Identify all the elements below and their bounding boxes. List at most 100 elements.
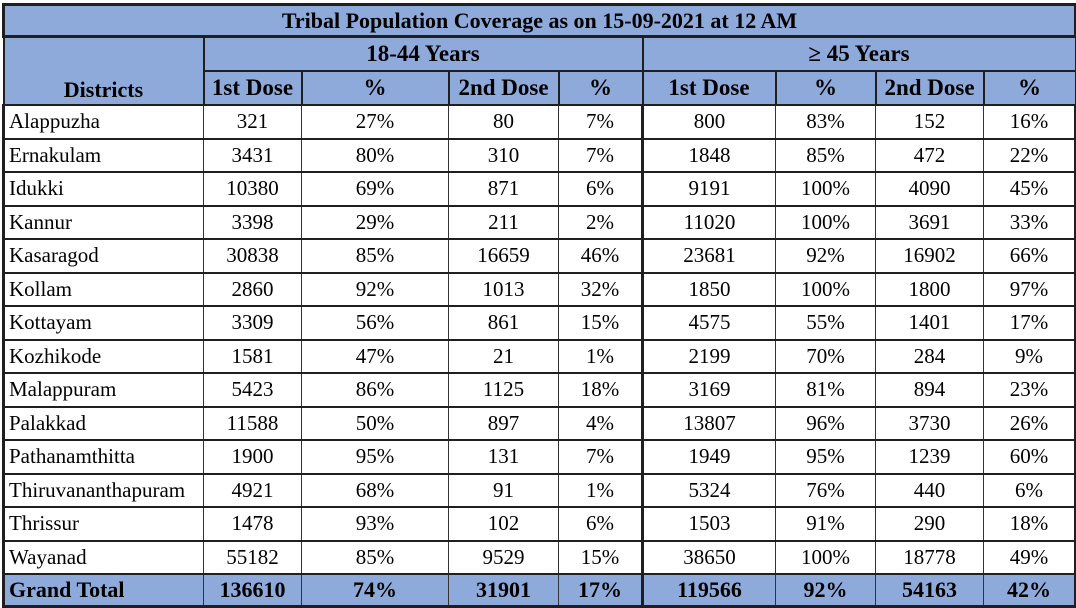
cell-age45-dose1-pct: 100% — [775, 539, 876, 575]
cell-age45-dose2: 16902 — [875, 238, 984, 274]
cell-age18-dose2-pct: 15% — [558, 539, 643, 575]
table-row: Thiruvananthapuram 4921 68% 91 1% 5324 76% 440 6… — [2, 472, 1076, 508]
cell-age18-dose2-pct: 7% — [558, 439, 643, 475]
cell-age45-dose2-pct: 66% — [982, 238, 1076, 274]
cell-age18-dose1-pct: 47% — [301, 338, 449, 374]
cell-age18-dose2: 1013 — [448, 271, 559, 307]
cell-age18-dose2: 16659 — [448, 238, 559, 274]
total-age18-dose1-pct: 74% — [301, 573, 449, 608]
table-row: Alappuzha 321 27% 80 7% 800 83% 152 16% — [2, 104, 1076, 140]
cell-district: Malappuram — [2, 372, 204, 408]
cell-age45-dose1-pct: 70% — [775, 338, 876, 374]
cell-age45-dose2-pct: 97% — [982, 271, 1076, 307]
cell-age18-dose2-pct: 46% — [558, 238, 643, 274]
cell-age45-dose2: 152 — [875, 104, 984, 140]
cell-age18-dose2: 871 — [448, 171, 559, 207]
table-body: Alappuzha 321 27% 80 7% 800 83% 152 16% Ernakulam… — [2, 104, 1076, 608]
cell-age18-dose1: 321 — [203, 104, 302, 140]
cell-age45-dose2: 894 — [875, 372, 984, 408]
cell-age18-dose1-pct: 69% — [301, 171, 449, 207]
cell-age18-dose1: 1900 — [203, 439, 302, 475]
total-age45-dose1: 119566 — [641, 573, 776, 608]
total-age18-dose1: 136610 — [203, 573, 302, 608]
cell-age18-dose2-pct: 18% — [558, 372, 643, 408]
cell-age45-dose2: 4090 — [875, 171, 984, 207]
cell-age45-dose1: 2199 — [641, 338, 776, 374]
cell-age18-dose2: 861 — [448, 305, 559, 341]
cell-age45-dose1-pct: 95% — [775, 439, 876, 475]
cell-age45-dose2-pct: 26% — [982, 405, 1076, 441]
cell-age18-dose1: 5423 — [203, 372, 302, 408]
cell-age18-dose1-pct: 85% — [301, 238, 449, 274]
cell-age18-dose1: 10380 — [203, 171, 302, 207]
cell-age45-dose1: 38650 — [641, 539, 776, 575]
cell-district: Palakkad — [2, 405, 204, 441]
total-age45-dose2: 54163 — [875, 573, 984, 608]
cell-age45-dose1-pct: 92% — [775, 238, 876, 274]
cell-age45-dose2-pct: 23% — [982, 372, 1076, 408]
table-row: Malappuram 5423 86% 1125 18% 3169 81% 894 23% — [2, 372, 1076, 408]
cell-age45-dose2: 1800 — [875, 271, 984, 307]
cell-age18-dose2: 897 — [448, 405, 559, 441]
cell-age18-dose1: 30838 — [203, 238, 302, 274]
cell-district: Kollam — [2, 271, 204, 307]
cell-district: Kannur — [2, 204, 204, 240]
cell-age18-dose1: 3309 — [203, 305, 302, 341]
cell-age18-dose1: 2860 — [203, 271, 302, 307]
cell-age18-dose2-pct: 2% — [558, 204, 643, 240]
cell-district: Alappuzha — [2, 104, 204, 140]
cell-age18-dose2: 131 — [448, 439, 559, 475]
table-row: Idukki 10380 69% 871 6% 9191 100% 4090 45% — [2, 171, 1076, 207]
total-age18-dose2: 31901 — [448, 573, 559, 608]
table-row: Thrissur 1478 93% 102 6% 1503 91% 290 18% — [2, 506, 1076, 542]
cell-age18-dose1-pct: 86% — [301, 372, 449, 408]
grand-total-row: Grand Total 136610 74% 31901 17% 119566 92% 541… — [2, 573, 1076, 608]
cell-age45-dose2-pct: 45% — [982, 171, 1076, 207]
cell-age45-dose2: 440 — [875, 472, 984, 508]
cell-age45-dose1: 5324 — [641, 472, 776, 508]
cell-age45-dose2: 3691 — [875, 204, 984, 240]
total-age18-dose2-pct: 17% — [558, 573, 643, 608]
cell-age18-dose2-pct: 32% — [558, 271, 643, 307]
cell-age45-dose1-pct: 76% — [775, 472, 876, 508]
cell-age45-dose2-pct: 49% — [982, 539, 1076, 575]
cell-district: Kottayam — [2, 305, 204, 341]
cell-age18-dose2-pct: 4% — [558, 405, 643, 441]
cell-age18-dose2-pct: 15% — [558, 305, 643, 341]
cell-age18-dose1: 11588 — [203, 405, 302, 441]
cell-age45-dose1: 1949 — [641, 439, 776, 475]
cell-age18-dose1-pct: 92% — [301, 271, 449, 307]
cell-age18-dose2: 1125 — [448, 372, 559, 408]
cell-age18-dose1: 55182 — [203, 539, 302, 575]
cell-age45-dose1: 1850 — [641, 271, 776, 307]
cell-age45-dose1-pct: 55% — [775, 305, 876, 341]
cell-age18-dose1: 4921 — [203, 472, 302, 508]
cell-age45-dose1-pct: 100% — [775, 171, 876, 207]
group-header-18-44: 18-44 Years — [202, 35, 644, 72]
cell-age45-dose1: 11020 — [641, 204, 776, 240]
col-45-dose2: 2nd Dose — [874, 70, 985, 106]
cell-age45-dose2-pct: 60% — [982, 439, 1076, 475]
group-header-45-plus: ≥ 45 Years — [641, 35, 1076, 72]
col-18-44-dose1-pct: % — [300, 70, 450, 106]
cell-age45-dose1-pct: 91% — [775, 506, 876, 542]
cell-age45-dose1: 800 — [641, 104, 776, 140]
cell-age18-dose2: 211 — [448, 204, 559, 240]
cell-age45-dose2: 3730 — [875, 405, 984, 441]
cell-age18-dose2-pct: 6% — [558, 506, 643, 542]
cell-age18-dose1-pct: 29% — [301, 204, 449, 240]
coverage-table: Tribal Population Coverage as on 15-09-2… — [1, 3, 1076, 608]
cell-age18-dose1-pct: 95% — [301, 439, 449, 475]
cell-age45-dose2: 18778 — [875, 539, 984, 575]
cell-age18-dose1-pct: 56% — [301, 305, 449, 341]
cell-age45-dose2-pct: 6% — [982, 472, 1076, 508]
cell-age45-dose2: 1401 — [875, 305, 984, 341]
cell-age45-dose2-pct: 22% — [982, 137, 1076, 173]
col-45-dose1: 1st Dose — [641, 70, 777, 106]
cell-age45-dose1: 1848 — [641, 137, 776, 173]
cell-district: Pathanamthitta — [2, 439, 204, 475]
table-row: Kollam 2860 92% 1013 32% 1850 100% 1800 97% — [2, 271, 1076, 307]
table-row: Kozhikode 1581 47% 21 1% 2199 70% 284 9% — [2, 338, 1076, 374]
table-title: Tribal Population Coverage as on 15-09-2… — [1, 3, 1076, 38]
cell-district: Wayanad — [2, 539, 204, 575]
